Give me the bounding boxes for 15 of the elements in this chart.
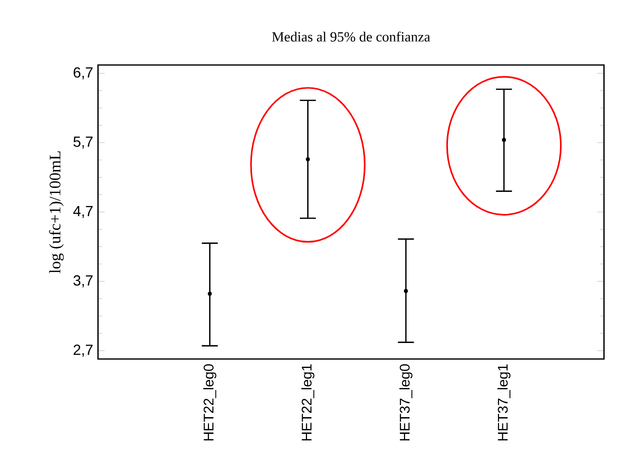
x-tick-label: HET22_leg0 — [203, 364, 216, 440]
y-tick-label: 3,7 — [73, 275, 93, 288]
point — [404, 289, 408, 294]
y-tick-label: 5,7 — [73, 136, 93, 149]
x-tick-label: HET37_leg1 — [497, 364, 510, 440]
chart-title: Medias al 95% de confianza — [272, 32, 430, 42]
point — [208, 292, 212, 296]
y-axis-title: log (ufc+1)/100mL — [49, 151, 64, 274]
x-tick-label: HET37_leg0 — [399, 364, 412, 440]
y-tick-label: 2,7 — [74, 344, 93, 357]
y-tick-label: 4,7 — [73, 206, 93, 218]
point — [306, 157, 310, 162]
x-tick-label: HET22_leg1 — [301, 364, 314, 440]
y-tick-label: 6,7 — [74, 67, 93, 80]
point — [502, 138, 506, 142]
